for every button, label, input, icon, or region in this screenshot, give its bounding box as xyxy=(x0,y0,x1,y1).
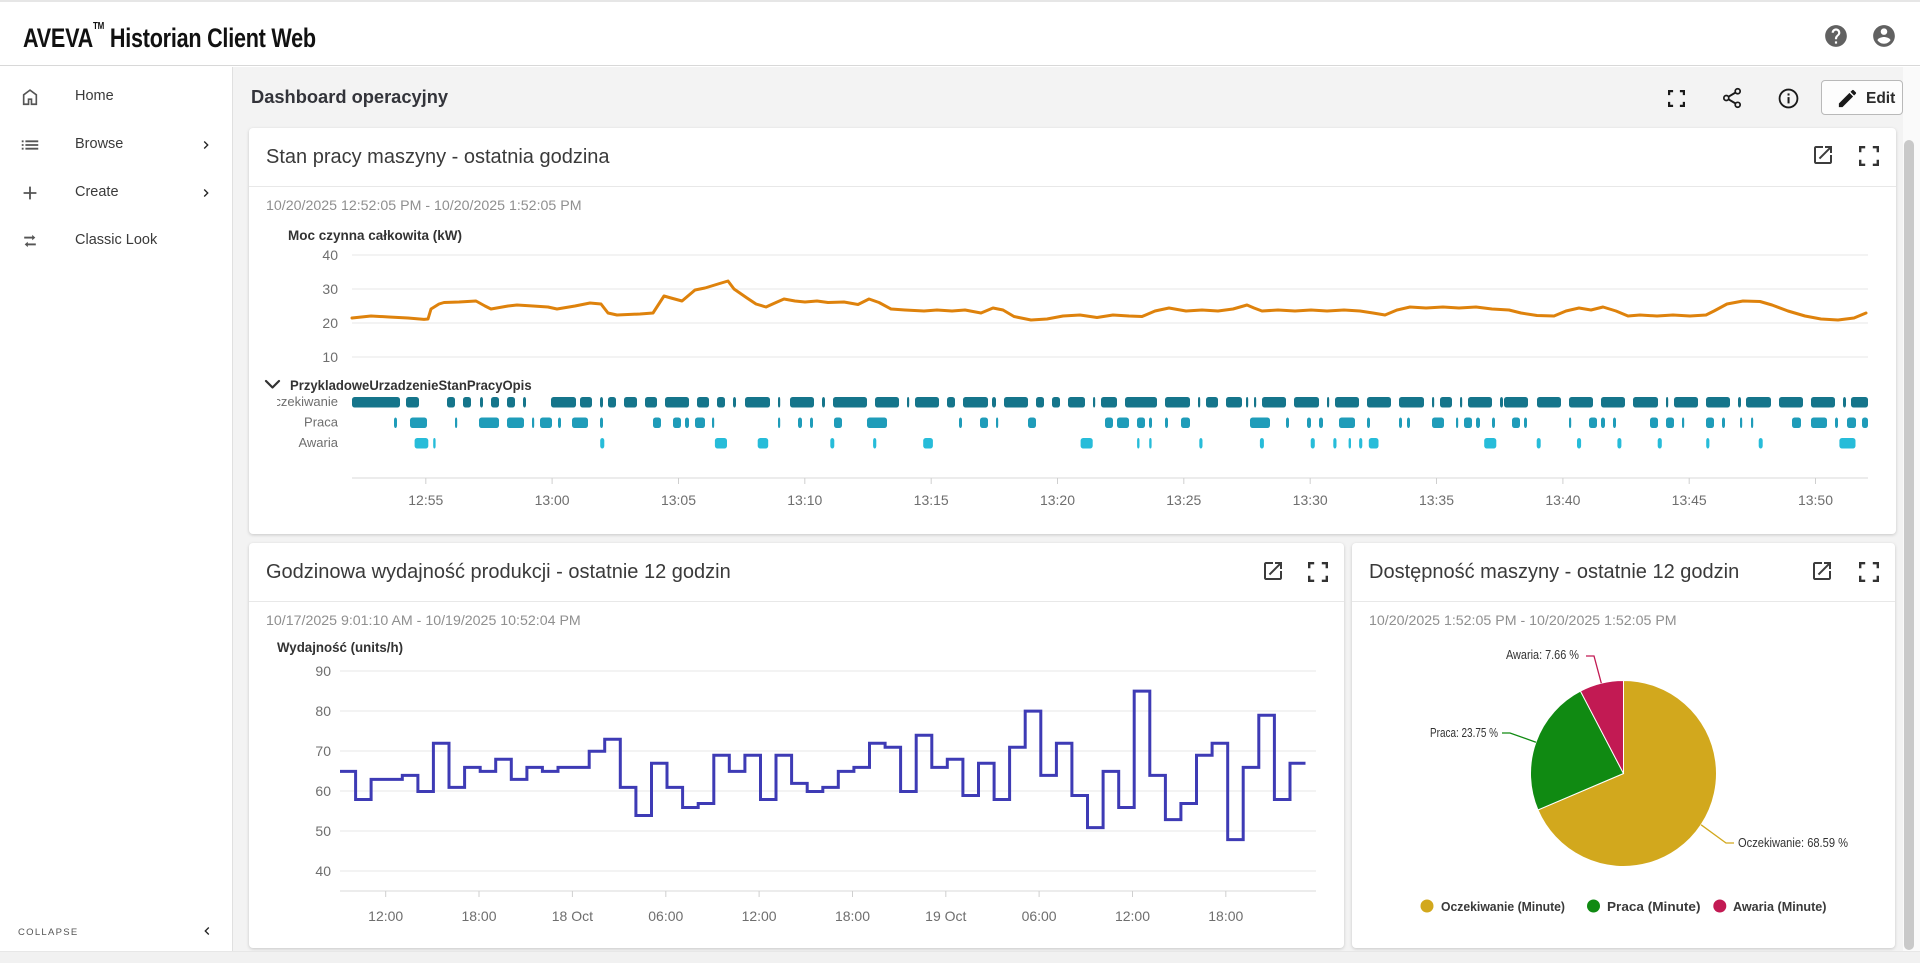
svg-text:90: 90 xyxy=(315,663,331,679)
svg-text:12:00: 12:00 xyxy=(368,908,403,924)
svg-text:Awaria: Awaria xyxy=(298,435,338,450)
svg-text:13:15: 13:15 xyxy=(914,492,949,508)
svg-text:Praca: 23.75 %: Praca: 23.75 % xyxy=(1430,726,1498,740)
svg-text:Moc czynna całkowita (kW): Moc czynna całkowita (kW) xyxy=(288,227,462,243)
svg-text:30: 30 xyxy=(322,281,338,297)
svg-text:18 Oct: 18 Oct xyxy=(552,908,593,924)
svg-text:PrzykladoweUrzadzenieStanPracy: PrzykladoweUrzadzenieStanPracyOpis xyxy=(290,377,532,393)
svg-text:Wydajność (units/h): Wydajność (units/h) xyxy=(277,639,403,655)
svg-text:20: 20 xyxy=(322,315,338,331)
svg-text:13:30: 13:30 xyxy=(1293,492,1328,508)
svg-text:13:10: 13:10 xyxy=(787,492,822,508)
svg-text:Praca (Minute): Praca (Minute) xyxy=(1607,899,1701,914)
svg-text:12:00: 12:00 xyxy=(742,908,777,924)
svg-text:12:00: 12:00 xyxy=(1115,908,1150,924)
svg-text:19 Oct: 19 Oct xyxy=(925,908,966,924)
svg-text:13:35: 13:35 xyxy=(1419,492,1454,508)
svg-text:13:05: 13:05 xyxy=(661,492,696,508)
svg-text:80: 80 xyxy=(315,703,331,719)
svg-text:18:00: 18:00 xyxy=(461,908,496,924)
svg-text:Praca: Praca xyxy=(304,415,339,430)
svg-text:10: 10 xyxy=(322,349,338,365)
svg-text:13:25: 13:25 xyxy=(1166,492,1201,508)
svg-text:50: 50 xyxy=(315,823,331,839)
svg-text:40: 40 xyxy=(315,863,331,879)
svg-text:13:00: 13:00 xyxy=(535,492,570,508)
svg-text:06:00: 06:00 xyxy=(648,908,683,924)
svg-text:18:00: 18:00 xyxy=(1208,908,1243,924)
svg-text:Awaria (Minute): Awaria (Minute) xyxy=(1733,899,1827,914)
svg-text:13:20: 13:20 xyxy=(1040,492,1075,508)
svg-text:60: 60 xyxy=(315,783,331,799)
svg-text:Oczekiwanie: Oczekiwanie xyxy=(264,394,338,409)
svg-text:18:00: 18:00 xyxy=(835,908,870,924)
svg-text:06:00: 06:00 xyxy=(1022,908,1057,924)
svg-text:13:45: 13:45 xyxy=(1672,492,1707,508)
svg-text:40: 40 xyxy=(322,247,338,263)
svg-text:13:50: 13:50 xyxy=(1798,492,1833,508)
svg-text:Oczekiwanie (Minute): Oczekiwanie (Minute) xyxy=(1441,899,1565,914)
svg-text:12:55: 12:55 xyxy=(408,492,443,508)
svg-text:70: 70 xyxy=(315,743,331,759)
svg-text:Awaria: 7.66 %: Awaria: 7.66 % xyxy=(1506,648,1579,662)
svg-text:13:40: 13:40 xyxy=(1545,492,1580,508)
svg-text:Oczekiwanie: 68.59 %: Oczekiwanie: 68.59 % xyxy=(1738,836,1848,850)
